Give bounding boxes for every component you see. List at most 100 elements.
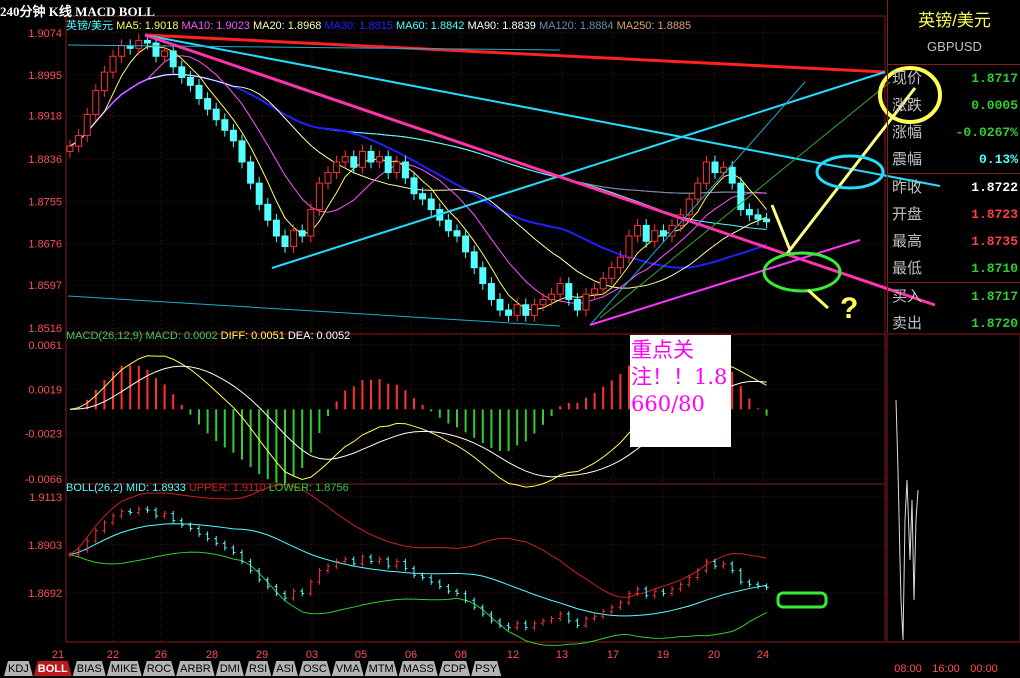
main-legend-item: MA90: 1.8839	[467, 20, 536, 32]
tab-psy[interactable]: PSY	[471, 661, 501, 676]
candle	[728, 166, 736, 184]
candle	[599, 277, 607, 290]
main-legend-item: MA60: 1.8842	[395, 20, 465, 32]
candle	[685, 198, 693, 216]
y-tick-label: 1.8516	[28, 323, 62, 335]
quote-value: 1.8710	[971, 261, 1018, 276]
candle	[754, 214, 762, 220]
main-legend: 英镑/美元 MA5: 1.9018 MA10: 1.9023 MA20: 1.8968…	[66, 17, 694, 33]
time-label: 00:00	[970, 663, 998, 675]
ma10-line	[69, 55, 767, 305]
candle	[582, 293, 590, 311]
candle	[264, 203, 272, 221]
candle	[255, 182, 263, 205]
y-tick-label: 1.8995	[28, 70, 62, 82]
tab-kdj[interactable]: KDJ	[4, 661, 33, 676]
quote-row: 震幅 0.13%	[888, 146, 1020, 173]
tab-asi[interactable]: ASI	[272, 661, 298, 676]
candle	[92, 90, 100, 115]
x-tick-label: 19	[657, 649, 669, 661]
trendline	[599, 81, 891, 319]
tab-arbr[interactable]: ARBR	[176, 661, 215, 676]
x-tick-label: 13	[556, 649, 568, 661]
candle	[290, 230, 298, 248]
x-tick-label: 06	[405, 649, 417, 661]
candle	[496, 298, 504, 311]
trendline	[271, 71, 886, 269]
x-tick-label: 12	[507, 649, 519, 661]
tab-vma[interactable]: VMA	[332, 661, 364, 676]
candle	[548, 293, 556, 300]
tab-mass[interactable]: MASS	[399, 661, 438, 676]
x-tick-label: 28	[206, 649, 218, 661]
y-tick-label: 1.8597	[28, 280, 62, 292]
candle	[763, 218, 771, 223]
tab-cdp[interactable]: CDP	[439, 661, 470, 676]
candle	[453, 230, 461, 237]
trendline	[67, 44, 561, 51]
tab-bias[interactable]: BIAS	[73, 661, 106, 676]
x-tick-label: 05	[355, 649, 367, 661]
candle	[143, 39, 151, 44]
quote-label: 最低	[892, 260, 923, 277]
tab-dmi[interactable]: DMI	[216, 661, 244, 676]
quote-row: 卖出 1.8720	[888, 310, 1020, 337]
candle	[642, 224, 650, 242]
candle	[487, 283, 495, 300]
panel-frame	[65, 483, 886, 643]
tab-osc[interactable]: OSC	[299, 661, 331, 676]
candle	[341, 156, 349, 163]
candle	[737, 182, 745, 211]
arrow-line	[806, 288, 830, 310]
candle	[169, 50, 177, 68]
y-tick-label: 1.9074	[28, 28, 62, 40]
candle	[513, 304, 521, 316]
tab-roc[interactable]: ROC	[143, 661, 175, 676]
candle	[745, 209, 753, 216]
quote-panel: 英镑/美元 GBPUSD 现价 1.8717 涨跌 0.0005 涨幅 -0.0267% 震…	[887, 0, 1020, 333]
y-tick-label: 1.8836	[28, 154, 62, 166]
x-tick-label: 21	[52, 649, 64, 661]
tab-boll[interactable]: BOLL	[34, 661, 72, 676]
quote-row: 买入 1.8717	[888, 282, 1020, 310]
tab-mtm[interactable]: MTM	[365, 661, 398, 676]
candle	[307, 209, 315, 237]
mini-chart-frame	[886, 333, 1020, 643]
main-legend-item: MA20: 1.8968	[252, 20, 322, 32]
trendline	[589, 81, 806, 326]
quote-value: 1.8735	[971, 234, 1018, 249]
time-label: 16:00	[932, 663, 960, 675]
main-legend-item: MA5: 1.9018	[116, 20, 179, 32]
candle	[711, 161, 719, 174]
time-label: 08:00	[894, 663, 922, 675]
candle	[75, 135, 83, 147]
x-tick-label: 24	[757, 649, 769, 661]
candle	[401, 161, 409, 179]
tab-rsi[interactable]: RSI	[245, 661, 271, 676]
candle	[152, 42, 160, 57]
quote-label: 买入	[892, 288, 923, 305]
indicator-tabs: KDJ BOLL BIAS MIKE ROC ARBR DMI RSI ASI OSC VMA MTM…	[4, 661, 502, 676]
tab-mike[interactable]: MIKE	[107, 661, 142, 676]
main-legend-item: MA30: 1.8815	[324, 20, 393, 32]
candle	[350, 156, 358, 168]
candle	[315, 182, 323, 211]
candle	[625, 235, 633, 258]
candle	[479, 267, 487, 285]
quote-row: 涨幅 -0.0267%	[888, 119, 1020, 146]
trendline	[144, 33, 886, 74]
candle	[324, 172, 332, 184]
quote-label: 开盘	[892, 206, 923, 223]
macd-legend-item: DEA: 0.0052	[287, 330, 351, 342]
question-mark: ?	[840, 292, 858, 325]
symbol-name: 英镑/美元	[918, 11, 991, 30]
candle	[204, 98, 212, 110]
y-tick-label: -0.0066	[25, 474, 62, 486]
quote-row: 现价 1.8717	[888, 65, 1020, 92]
quote-label: 现价	[892, 70, 923, 87]
quote-label: 震幅	[892, 151, 923, 168]
candle	[272, 219, 280, 237]
macd-legend-item: MACD(26,12,9) MACD: 0.0002	[66, 330, 218, 342]
candle	[376, 156, 384, 163]
